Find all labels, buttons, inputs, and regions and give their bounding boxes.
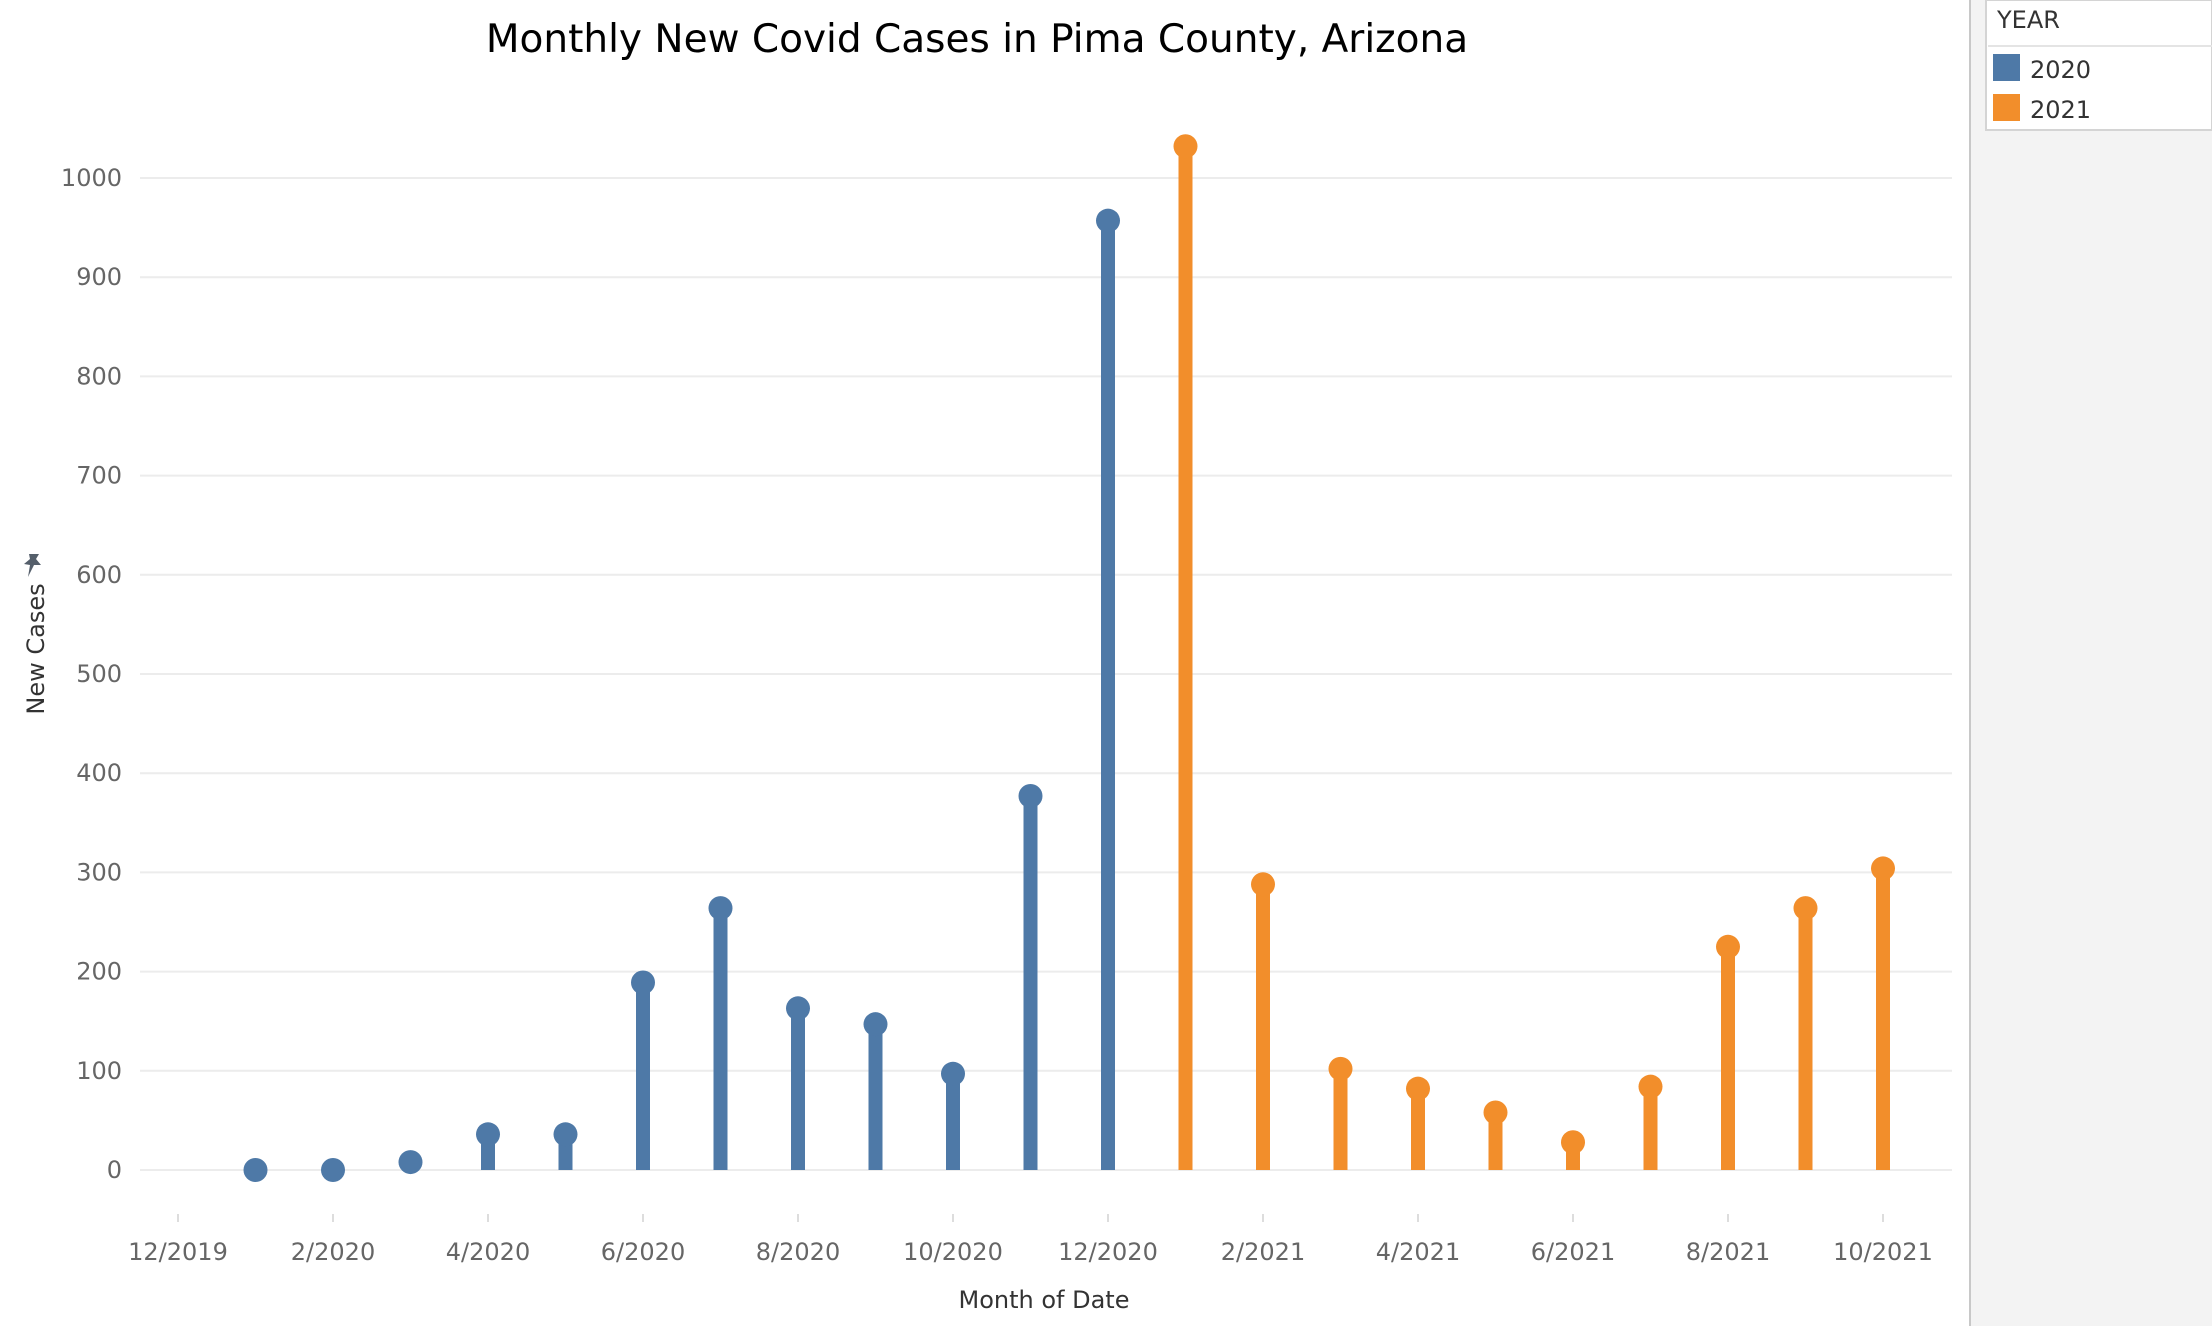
legend-label-2021: 2021 <box>2030 96 2091 124</box>
y-tick-label: 500 <box>76 660 122 688</box>
legend-item-2021[interactable]: 2021 <box>1993 94 2091 124</box>
lollipop-point[interactable] <box>398 1150 423 1175</box>
y-tick-label: 300 <box>76 858 122 886</box>
y-tick-labels: 0 100 200 300 400 500 600 700 800 900 1000 <box>61 164 122 1184</box>
legend-item-2020[interactable]: 2020 <box>1993 54 2091 84</box>
lollipop-point[interactable] <box>941 1061 965 1086</box>
y-tick-label: 400 <box>76 759 122 787</box>
lollipop-point[interactable] <box>1716 934 1740 959</box>
y-tick-label: 0 <box>107 1156 122 1184</box>
legend-box <box>1985 0 2212 131</box>
lollipop-point[interactable] <box>863 1012 888 1037</box>
x-tick-label: 10/2020 <box>903 1238 1003 1266</box>
y-axis-pin-icon[interactable] <box>24 554 41 577</box>
y-tick-label: 100 <box>76 1057 122 1085</box>
lollipop-point[interactable] <box>476 1122 500 1147</box>
x-tick-label: 6/2021 <box>1531 1238 1615 1266</box>
chart-title: Monthly New Covid Cases in Pima County, … <box>486 17 1468 62</box>
x-axis-title: Month of Date <box>959 1286 1130 1314</box>
lollipop-point[interactable] <box>1173 134 1198 159</box>
y-tick-label: 200 <box>76 958 122 986</box>
x-tick-label: 4/2020 <box>446 1238 530 1266</box>
gridlines <box>140 177 1952 1171</box>
legend: YEAR 2020 2021 <box>1985 0 2212 131</box>
lollipop-point[interactable] <box>243 1158 268 1182</box>
x-tick-label: 2/2021 <box>1221 1238 1305 1266</box>
legend-swatch-2020 <box>1993 54 2020 81</box>
lollipop-point[interactable] <box>1096 208 1120 233</box>
x-tick-label: 12/2020 <box>1058 1238 1158 1266</box>
x-tick-label: 12/2019 <box>128 1238 228 1266</box>
legend-label-2020: 2020 <box>2030 56 2091 84</box>
x-tick-label: 8/2020 <box>756 1238 840 1266</box>
lollipop-point[interactable] <box>786 996 810 1021</box>
lollipop-point[interactable] <box>1251 872 1275 897</box>
lollipop-point[interactable] <box>1328 1056 1353 1081</box>
lollipop-point[interactable] <box>1793 896 1818 921</box>
lollipop-point[interactable] <box>1638 1074 1663 1099</box>
lollipop-point[interactable] <box>321 1158 345 1182</box>
lollipop-point[interactable] <box>553 1122 578 1147</box>
legend-title: YEAR <box>1996 6 2060 34</box>
plot-marks <box>243 134 1895 1182</box>
lollipop-point[interactable] <box>708 896 733 921</box>
legend-swatch-2021 <box>1993 94 2020 121</box>
lollipop-point[interactable] <box>1871 856 1895 881</box>
x-tick-label: 10/2021 <box>1833 1238 1933 1266</box>
y-tick-label: 800 <box>76 362 122 390</box>
lollipop-point[interactable] <box>1561 1130 1585 1155</box>
lollipop-point[interactable] <box>1018 784 1043 809</box>
y-axis-title: New Cases <box>22 583 50 714</box>
lollipop-point[interactable] <box>1406 1076 1430 1101</box>
lollipop-point[interactable] <box>1483 1100 1508 1125</box>
y-tick-label: 600 <box>76 561 122 589</box>
x-tick-labels: 12/2019 2/2020 4/2020 6/2020 8/2020 10/2020 12… <box>128 1214 1933 1266</box>
lollipop-point[interactable] <box>631 970 655 995</box>
x-tick-label: 6/2020 <box>601 1238 685 1266</box>
side-panel <box>1970 0 2212 1326</box>
x-tick-label: 8/2021 <box>1686 1238 1770 1266</box>
y-tick-label: 1000 <box>61 164 122 192</box>
x-tick-label: 4/2021 <box>1376 1238 1460 1266</box>
y-tick-label: 900 <box>76 263 122 291</box>
y-tick-label: 700 <box>76 462 122 490</box>
x-tick-label: 2/2020 <box>291 1238 375 1266</box>
